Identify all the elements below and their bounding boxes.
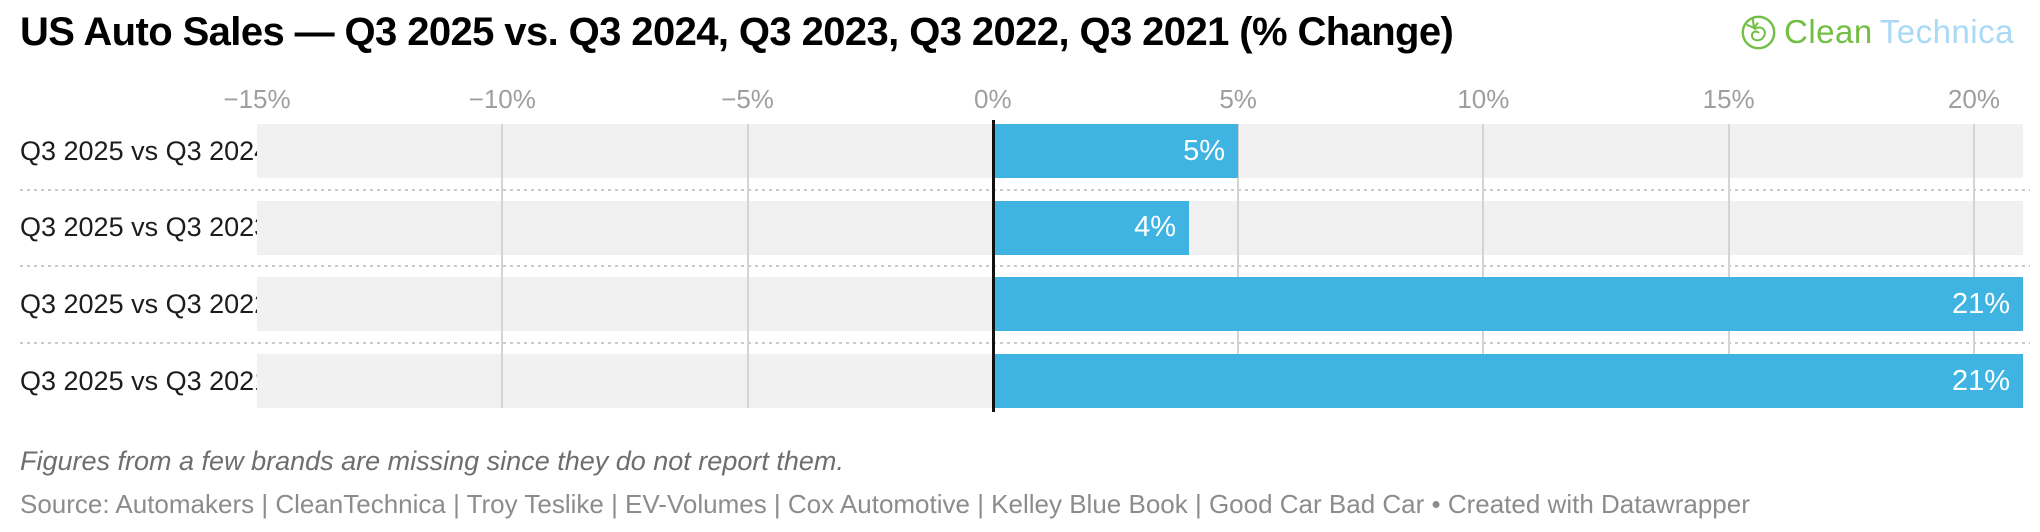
bar-value-label: 5% <box>1183 134 1226 167</box>
gridline <box>1482 124 1485 408</box>
cleantechnica-logo[interactable]: Clean Technica <box>1740 13 2014 51</box>
cleantechnica-leaf-circle-icon <box>1741 15 1776 49</box>
plot-area: 5% 4% 21% 21% <box>257 120 2023 412</box>
bar[interactable]: 21% <box>992 354 2023 409</box>
axis-tick-label: −10% <box>468 84 536 114</box>
category-label: Q3 2025 vs Q3 2023 <box>20 212 270 243</box>
axis-tick-label: 10% <box>1457 84 1510 114</box>
axis-tick-label: 20% <box>1947 84 2000 114</box>
category-labels: Q3 2025 vs Q3 2024 Q3 2025 vs Q3 2023 Q3 2… <box>20 124 269 409</box>
zero-baseline <box>991 120 995 412</box>
bar-value-label: 21% <box>1951 287 2010 320</box>
axis-tick-label: 5% <box>1219 84 1257 114</box>
bar-value-label: 4% <box>1134 211 1177 244</box>
logo-text-technica: Technica <box>1879 13 2014 50</box>
bar[interactable]: 4% <box>992 200 1190 255</box>
gridline <box>746 124 749 408</box>
axis-tick-label: 0% <box>974 84 1012 114</box>
source-line: Source: Automakers | CleanTechnica | Tro… <box>20 489 1750 519</box>
gridline <box>501 124 504 408</box>
gridline <box>1727 124 1730 408</box>
row-separator <box>20 188 2030 191</box>
gridline <box>1972 124 1975 408</box>
category-label: Q3 2025 vs Q3 2021 <box>20 365 270 396</box>
row-separator <box>20 265 2030 268</box>
axis-tick-label: −15% <box>223 84 291 114</box>
bar-value-label: 21% <box>1951 364 2010 397</box>
bar[interactable]: 21% <box>992 277 2023 332</box>
axis-tick-label: −5% <box>721 84 774 114</box>
bar[interactable]: 5% <box>992 124 1239 178</box>
category-label: Q3 2025 vs Q3 2022 <box>20 288 270 319</box>
row-separator <box>20 342 2030 345</box>
x-axis: −15% −10% −5% 0% 5% 10% 15% 20% <box>223 84 2023 114</box>
gridline <box>1237 124 1240 408</box>
footnote: Figures from a few brands are missing si… <box>20 446 844 476</box>
logo-text-clean: Clean <box>1784 13 1873 50</box>
chart-title: US Auto Sales — Q3 2025 vs. Q3 2024, Q3 … <box>20 10 1454 54</box>
axis-tick-label: 15% <box>1702 84 1755 114</box>
category-label: Q3 2025 vs Q3 2024 <box>20 135 270 166</box>
